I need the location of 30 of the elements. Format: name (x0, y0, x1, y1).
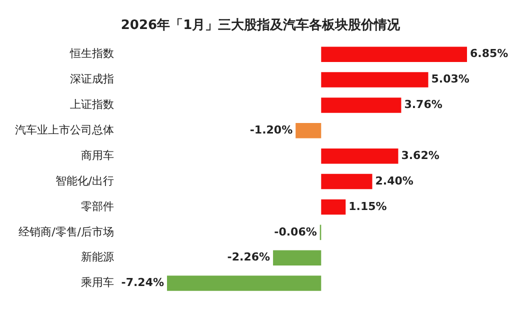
y-tick-label: 新能源 (81, 250, 114, 264)
y-tick-label: 深证成指 (70, 72, 114, 86)
data-label: 1.15% (348, 200, 387, 213)
y-tick-label: 恒生指数 (69, 47, 114, 60)
y-tick-label: 经销商/零售/后市场 (18, 225, 114, 238)
bar (273, 250, 322, 266)
y-tick-label: 汽车业上市公司总体 (15, 124, 114, 136)
data-label: 3.62% (401, 148, 440, 162)
chart-title: 2026年「1月」三大股指及汽车各板块股价情况 (120, 17, 402, 34)
bar (321, 72, 428, 88)
data-label: -0.06% (274, 225, 317, 238)
y-tick-label: 智能化/出行 (55, 174, 114, 188)
y-tick-label: 商用车 (81, 148, 114, 162)
y-tick-label: 上证指数 (70, 98, 114, 112)
bar (321, 98, 402, 113)
bar (296, 123, 322, 138)
data-label: -7.24% (121, 276, 164, 290)
y-tick-label: 零部件 (81, 200, 114, 213)
bar (321, 148, 398, 164)
y-tick-label: 乘用车 (81, 276, 114, 290)
bar (167, 276, 322, 291)
bar (321, 199, 346, 215)
data-label: -1.20% (250, 124, 293, 136)
bar (321, 46, 467, 62)
data-label: 2.40% (375, 174, 414, 188)
data-label: -2.26% (227, 250, 270, 264)
data-label: 6.85% (470, 47, 508, 60)
data-label: 5.03% (431, 72, 470, 86)
bar (321, 174, 372, 190)
data-label: 3.76% (404, 98, 442, 112)
